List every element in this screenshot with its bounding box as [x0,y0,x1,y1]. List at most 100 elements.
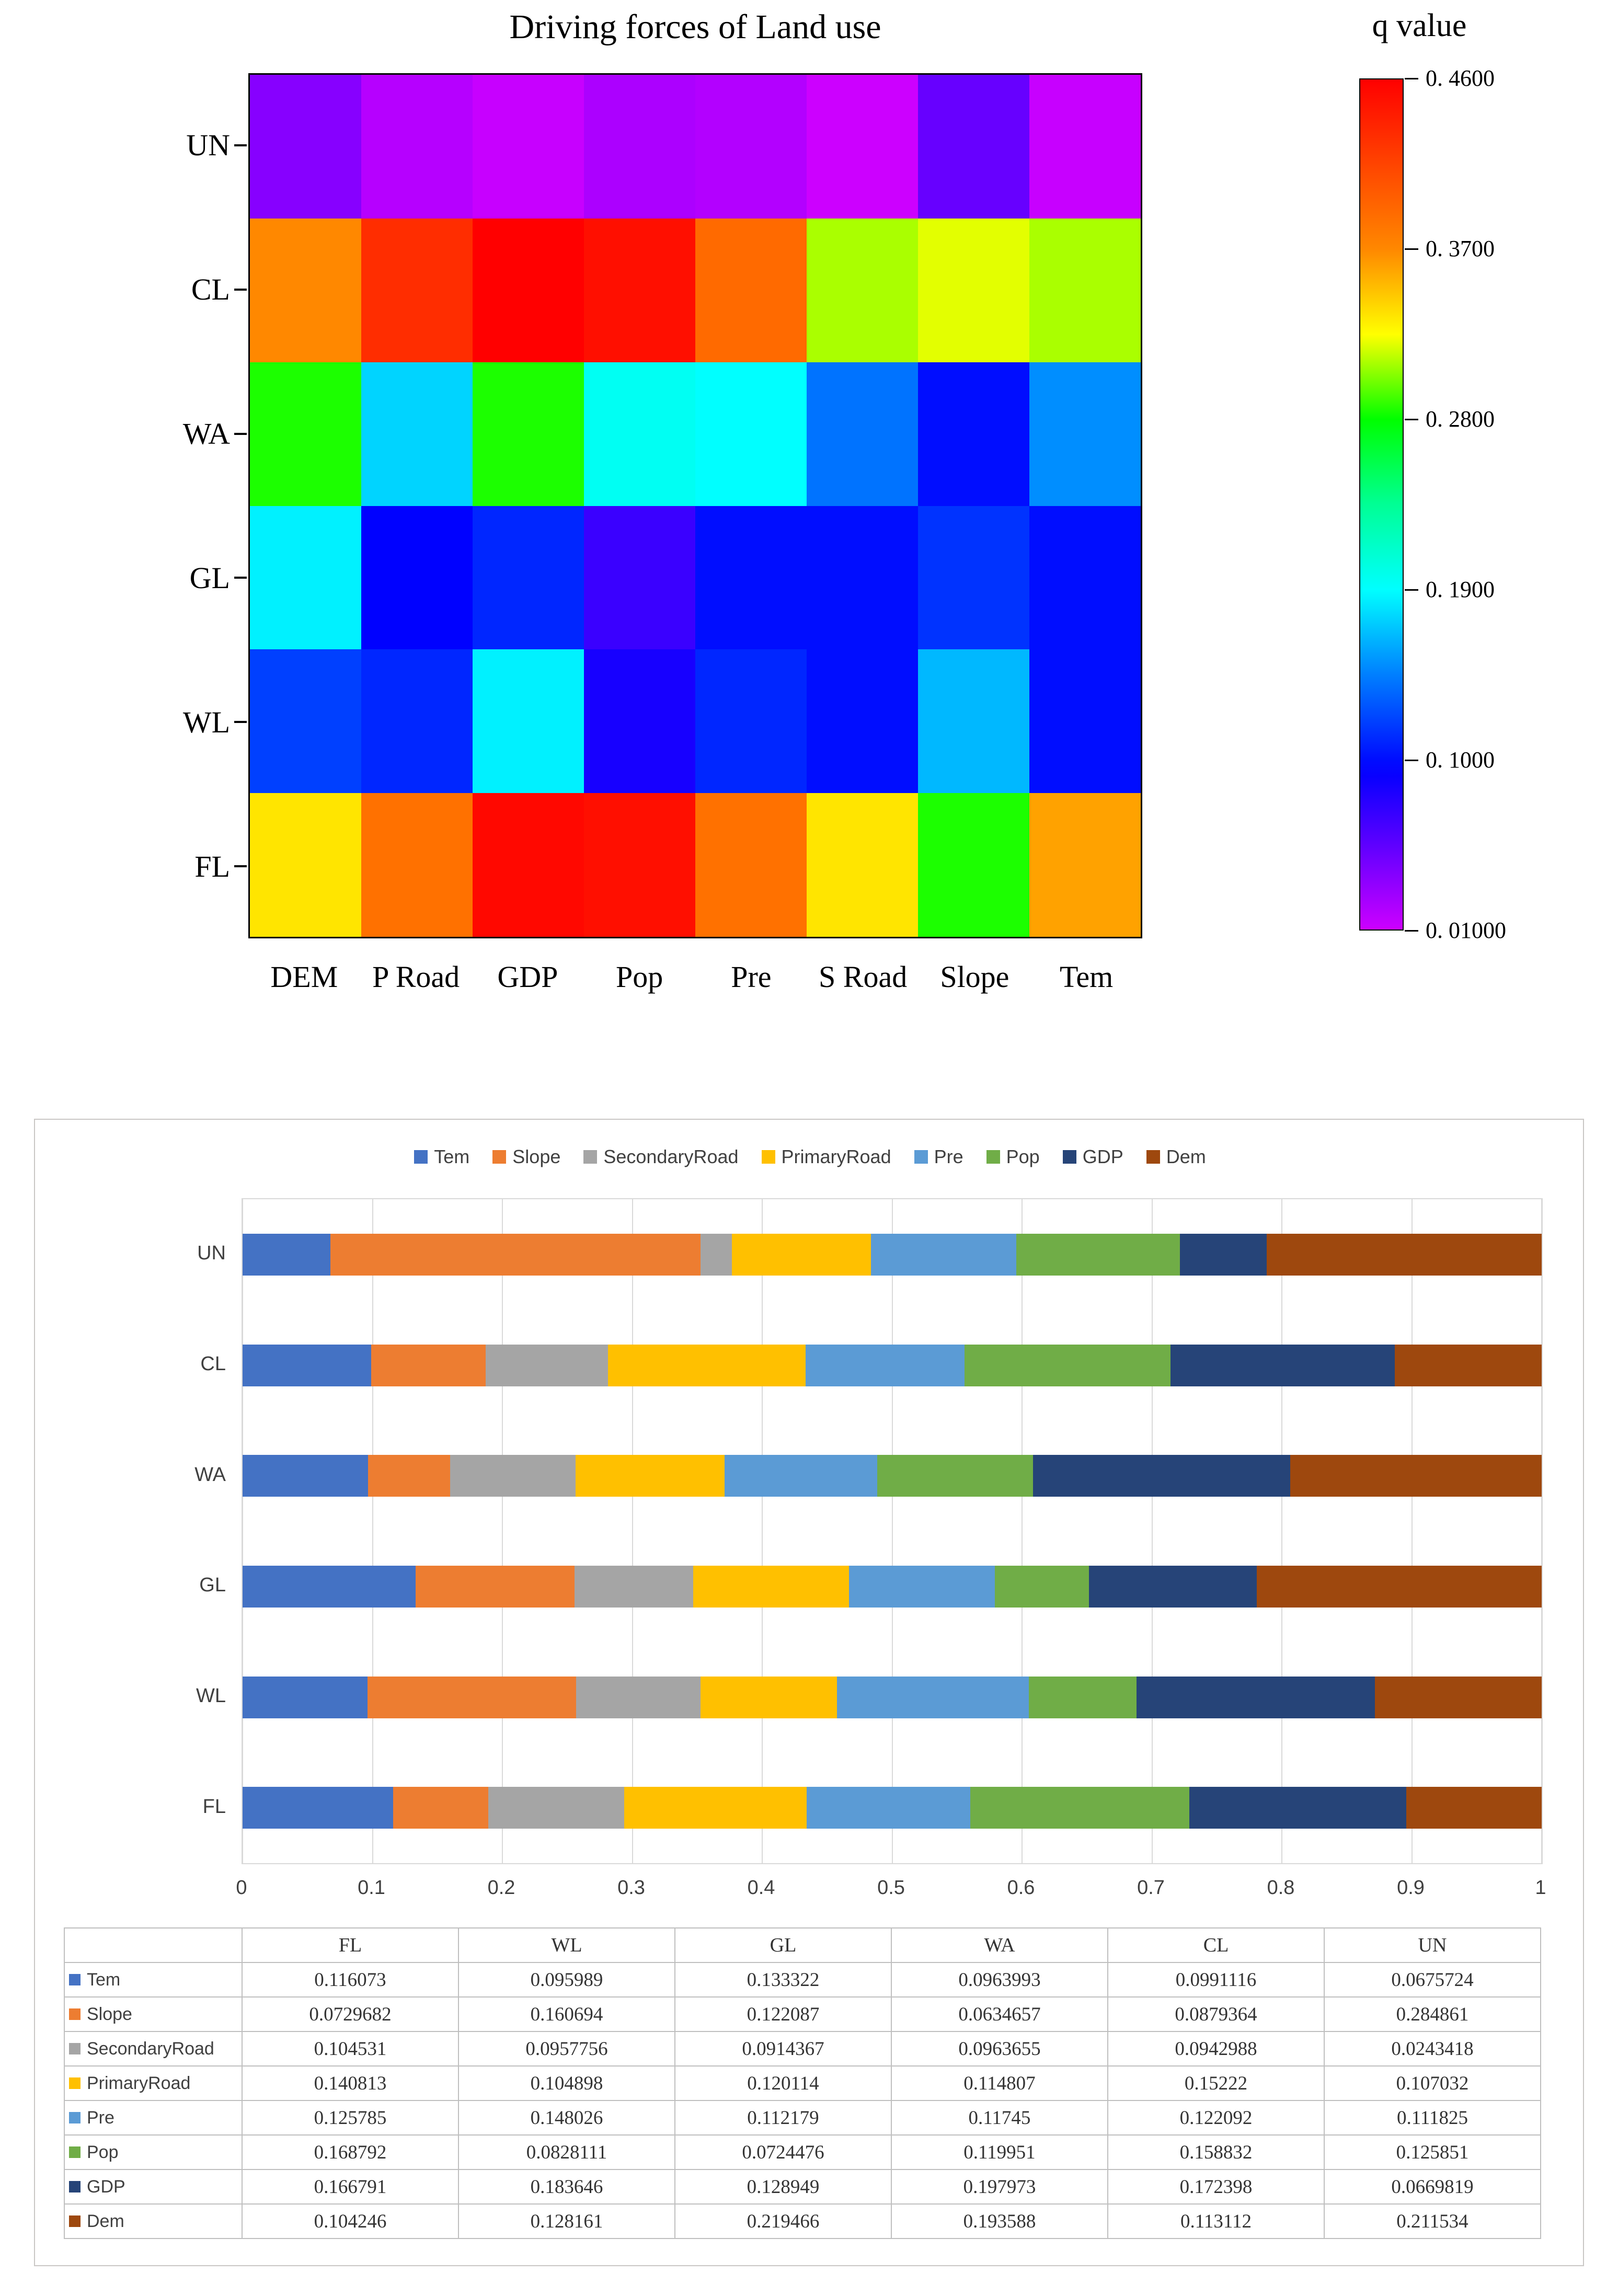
category-label-WL: WL [196,1684,226,1707]
table-value-PrimaryRoad-WA: 0.114807 [891,2065,1108,2101]
x-tick-label-0.4: 0.4 [747,1877,775,1899]
bar-row-GL [243,1565,1542,1608]
series-name-label: GDP [87,2176,125,2197]
bar-segment-CL-GDP [1171,1344,1395,1386]
bar-segment-FL-SecondaryRoad [488,1787,624,1829]
heatmap-cell-FL-DEM [250,793,361,937]
bar-segment-UN-Slope [330,1233,701,1276]
legend-swatch-PrimaryRoad [761,1150,775,1164]
table-value-Tem-FL: 0.116073 [242,1962,459,1997]
table-header-CL: CL [1107,1927,1325,1963]
legend-swatch-SecondaryRoad [583,1150,598,1164]
bar-row-WA [243,1455,1542,1497]
series-name-inner: Dem [69,2211,237,2232]
table-value-Tem-UN: 0.0675724 [1324,1962,1541,1997]
bar-segment-WL-SecondaryRoad [576,1676,701,1718]
table-value-SecondaryRoad-UN: 0.0243418 [1324,2031,1541,2067]
heatmap-cell-UN-DEM [250,75,361,219]
heatmap-y-tick [234,432,247,435]
series-marker-Slope [69,2008,81,2020]
gridline [1151,1199,1153,1863]
table-row-Pre: Pre 0.125785 0.148026 0.112179 0.11745 0.1220… [64,2100,1541,2136]
series-name-cell-PrimaryRoad: PrimaryRoad [64,2065,243,2101]
colorbar-tick-label: 0. 1900 [1426,577,1495,602]
gridline [632,1199,633,1863]
category-label-FL: FL [202,1795,226,1818]
series-marker-Pop [69,2146,81,2158]
heatmap-cell-GL-Slope [918,506,1029,650]
series-name-cell-Dem: Dem [64,2203,243,2239]
legend-label-Pre: Pre [934,1146,963,1167]
legend-label-SecondaryRoad: SecondaryRoad [603,1146,739,1167]
bar-segment-GL-GDP [1089,1565,1257,1608]
heatmap-col-label-Slope: Slope [940,959,1009,994]
heatmap-col-label-GDP: GDP [497,959,558,994]
series-marker-Pre [69,2112,81,2123]
table-value-Dem-FL: 0.104246 [242,2203,459,2239]
heatmap-cell-UN-S Road [807,75,918,219]
legend-label-GDP: GDP [1082,1146,1123,1167]
series-name-cell-Pop: Pop [64,2134,243,2170]
series-marker-Tem [69,1974,81,1985]
bar-segment-CL-SecondaryRoad [485,1344,609,1386]
heatmap-cell-GL-DEM [250,506,361,650]
heatmap-cell-WL-Pre [695,649,807,794]
table-value-Pre-UN: 0.111825 [1324,2100,1541,2136]
legend-label-PrimaryRoad: PrimaryRoad [781,1146,891,1167]
series-name-label: Pop [87,2142,119,2162]
table-value-PrimaryRoad-CL: 0.15222 [1107,2065,1325,2101]
bar-segment-UN-Dem [1267,1233,1542,1276]
series-marker-Dem [69,2215,81,2227]
table-value-Pre-WA: 0.11745 [891,2100,1108,2136]
table-value-Pop-GL: 0.0724476 [674,2134,892,2170]
table-value-Dem-WL: 0.128161 [458,2203,675,2239]
heatmap-y-tick [234,288,247,291]
bar-segment-WA-PrimaryRoad [575,1455,725,1497]
bar-segment-WL-Pop [1029,1676,1137,1718]
bar-segment-GL-Pre [849,1565,995,1608]
table-header-GL: GL [674,1927,892,1963]
bar-segment-WL-Slope [367,1676,576,1718]
bar-segment-WA-Slope [368,1455,451,1497]
legend-swatch-Pop [986,1150,1000,1164]
heatmap-cell-CL-Pre [695,218,807,362]
bar-segment-WL-GDP [1137,1676,1375,1718]
table-value-Pop-FL: 0.168792 [242,2134,459,2170]
x-tick-label-0.3: 0.3 [617,1877,645,1899]
legend-swatch-Pre [914,1150,928,1164]
bar-segment-UN-Pre [871,1233,1017,1276]
series-name-label: Dem [87,2211,124,2231]
series-marker-GDP [69,2181,81,2192]
plot-area [242,1198,1543,1864]
series-name-inner: SecondaryRoad [69,2039,237,2059]
heatmap-cell-GL-Pre [695,506,807,650]
table-header-UN: UN [1324,1927,1541,1963]
heatmap-cell-FL-Slope [918,793,1029,937]
bar-segment-GL-PrimaryRoad [693,1565,850,1608]
bar-segment-WA-Dem [1290,1455,1542,1497]
bar-segment-WA-Pop [877,1455,1033,1497]
bar-row-UN [243,1233,1542,1276]
table-value-Pop-WA: 0.119951 [891,2134,1108,2170]
colorbar-tick-mark [1405,418,1418,420]
series-name-label: SecondaryRoad [87,2038,214,2059]
bar-segment-WL-PrimaryRoad [700,1676,837,1718]
heatmap-cell-FL-Pre [695,793,807,937]
series-name-inner: GDP [69,2177,237,2197]
table-value-Pop-WL: 0.0828111 [458,2134,675,2170]
bar-segment-FL-Tem [243,1787,394,1829]
x-tick-label-0.2: 0.2 [487,1877,515,1899]
heatmap-cell-WA-Pre [695,362,807,506]
table-value-SecondaryRoad-WA: 0.0963655 [891,2031,1108,2067]
heatmap-cell-UN-Pop [584,75,695,219]
series-name-label: PrimaryRoad [87,2073,191,2093]
legend-item-SecondaryRoad: SecondaryRoad [583,1146,739,1168]
gridline [1022,1199,1023,1863]
gridline [891,1199,893,1863]
heatmap-cell-WA-P Road [361,362,473,506]
heatmap-cell-WL-Pop [584,649,695,794]
colorbar-tick-label: 0. 4600 [1426,65,1495,91]
bar-segment-GL-Dem [1256,1565,1542,1608]
heatmap-y-tick [234,721,247,724]
legend-item-Tem: Tem [414,1146,469,1168]
